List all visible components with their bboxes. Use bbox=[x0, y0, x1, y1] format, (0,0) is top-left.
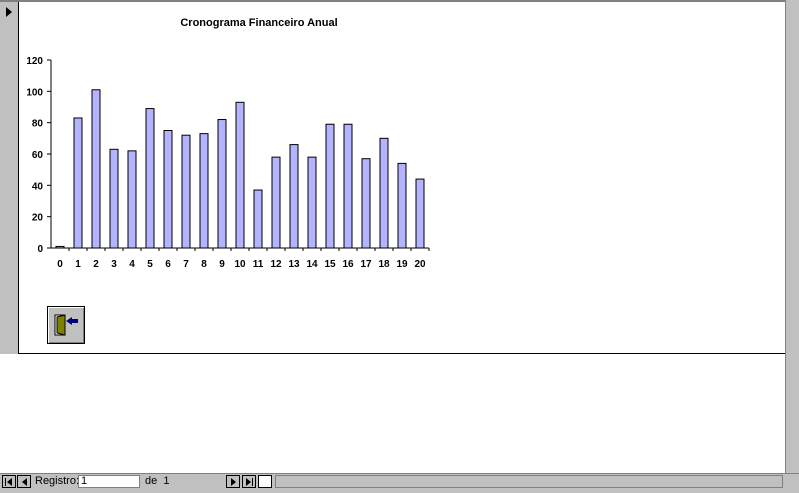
bar bbox=[91, 89, 101, 249]
bar bbox=[397, 162, 407, 249]
record-number-field[interactable]: 1 bbox=[78, 475, 140, 488]
bar bbox=[415, 178, 425, 249]
of-label: de 1 bbox=[145, 475, 170, 487]
bar bbox=[253, 189, 263, 249]
x-tick-label: 9 bbox=[219, 259, 225, 270]
record-navigation-bar: Registro: 1 de 1 bbox=[0, 473, 799, 490]
next-record-button[interactable] bbox=[226, 475, 240, 488]
exit-door-icon bbox=[54, 314, 78, 336]
x-tick-label: 13 bbox=[288, 259, 300, 270]
bar bbox=[145, 108, 155, 249]
x-tick-label: 10 bbox=[234, 259, 246, 270]
bar bbox=[307, 156, 317, 249]
y-tick-label: 80 bbox=[32, 119, 44, 130]
bar bbox=[109, 148, 119, 249]
x-tick-label: 1 bbox=[75, 259, 81, 270]
horizontal-scrollbar[interactable] bbox=[275, 475, 783, 488]
y-tick-label: 100 bbox=[26, 87, 43, 98]
record-label: Registro: bbox=[35, 475, 80, 487]
total-records: 1 bbox=[163, 475, 170, 487]
y-tick-label: 20 bbox=[32, 213, 44, 224]
new-record-button[interactable] bbox=[258, 475, 272, 488]
bar bbox=[325, 123, 335, 249]
y-tick-label: 0 bbox=[37, 244, 43, 255]
bar bbox=[73, 117, 83, 249]
bar bbox=[379, 137, 389, 249]
bar bbox=[181, 134, 191, 249]
bar bbox=[361, 158, 371, 249]
bar bbox=[199, 133, 209, 249]
window-top-border bbox=[0, 0, 799, 2]
chart-title: Cronograma Financeiro Anual bbox=[180, 17, 338, 29]
form-detail-section: Cronograma Financeiro Anual 0 20 40 60 80 100… bbox=[19, 2, 785, 354]
y-tick-label: 60 bbox=[32, 150, 44, 161]
x-tick-label: 20 bbox=[414, 259, 426, 270]
x-tick-label: 3 bbox=[111, 259, 117, 270]
x-tick-label: 15 bbox=[324, 259, 336, 270]
record-selector[interactable] bbox=[0, 2, 19, 354]
x-tick-label: 18 bbox=[378, 259, 390, 270]
x-tick-label: 17 bbox=[360, 259, 372, 270]
x-tick-label: 8 bbox=[201, 259, 207, 270]
bar bbox=[217, 119, 227, 249]
x-tick-label: 16 bbox=[342, 259, 354, 270]
last-record-button[interactable] bbox=[242, 475, 256, 488]
current-record-icon bbox=[6, 7, 12, 17]
bar bbox=[289, 144, 299, 249]
first-record-button[interactable] bbox=[2, 475, 16, 488]
vertical-scrollbar[interactable] bbox=[785, 0, 799, 473]
x-tick-label: 19 bbox=[396, 259, 408, 270]
y-tick-label: 40 bbox=[32, 181, 44, 192]
bar bbox=[271, 156, 281, 249]
x-tick-label: 0 bbox=[57, 259, 63, 270]
bar bbox=[343, 123, 353, 249]
bar bbox=[163, 130, 173, 249]
x-tick-label: 12 bbox=[270, 259, 282, 270]
bar bbox=[127, 150, 137, 249]
bar bbox=[55, 245, 65, 249]
exit-button[interactable] bbox=[47, 306, 85, 344]
previous-record-button[interactable] bbox=[17, 475, 31, 488]
y-tick-label: 120 bbox=[26, 56, 43, 67]
x-tick-label: 11 bbox=[253, 259, 264, 270]
window-bottom-border bbox=[0, 489, 799, 493]
x-tick-label: 6 bbox=[165, 259, 171, 270]
x-tick-label: 14 bbox=[306, 259, 318, 270]
bar bbox=[235, 101, 245, 249]
x-tick-label: 7 bbox=[183, 259, 189, 270]
x-tick-label: 4 bbox=[129, 259, 135, 270]
x-tick-label: 2 bbox=[93, 259, 99, 270]
x-tick-label: 5 bbox=[147, 259, 153, 270]
